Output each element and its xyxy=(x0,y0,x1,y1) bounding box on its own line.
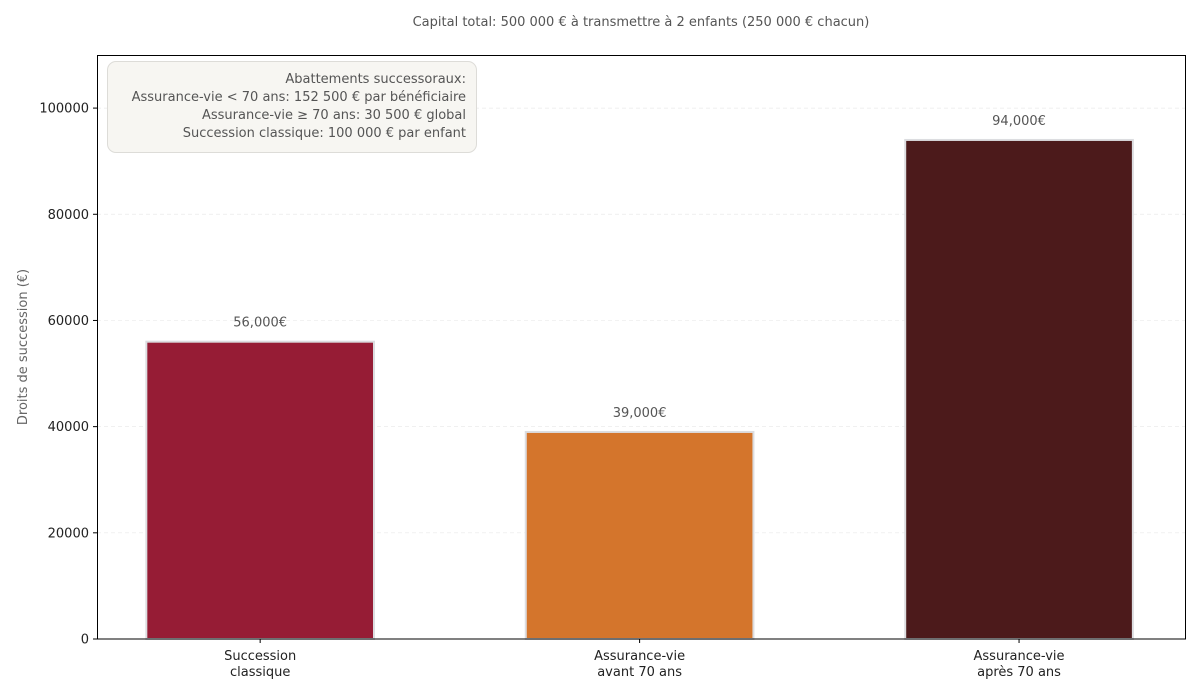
plot-frame xyxy=(97,55,1186,640)
x-tick-label: classique xyxy=(230,665,290,680)
bar xyxy=(904,138,1134,640)
x-tick-label: Assurance-vie xyxy=(594,649,685,664)
x-tick-label: Succession xyxy=(224,649,296,664)
chart-title: Capital total: 500 000 € à transmettre à… xyxy=(413,15,870,30)
data-label: 94,000€ xyxy=(992,114,1046,129)
annotation-line: Abattements successoraux: xyxy=(285,72,466,87)
x-tick-label: après 70 ans xyxy=(977,665,1061,680)
x-tick-label: Assurance-vie xyxy=(974,649,1065,664)
y-tick-label: 0 xyxy=(81,633,89,648)
annotation-line: Assurance-vie < 70 ans: 152 500 € par bé… xyxy=(131,90,466,105)
annotation-line: Succession classique: 100 000 € par enfa… xyxy=(182,126,466,141)
y-tick-label: 40000 xyxy=(48,420,89,435)
data-label: 56,000€ xyxy=(233,316,287,331)
bar xyxy=(145,340,375,640)
y-tick-label: 100000 xyxy=(39,102,89,117)
x-tick-label: avant 70 ans xyxy=(597,665,682,680)
y-tick-label: 20000 xyxy=(48,526,89,541)
data-label: 39,000€ xyxy=(613,406,667,421)
y-tick-label: 80000 xyxy=(48,208,89,223)
y-axis-label: Droits de succession (€) xyxy=(16,269,31,425)
annotation-line: Assurance-vie ≥ 70 ans: 30 500 € global xyxy=(201,108,466,123)
annotation-box: Abattements successoraux: Assurance-vie … xyxy=(107,61,477,153)
bar xyxy=(524,430,755,641)
y-tick-label: 60000 xyxy=(48,314,89,329)
